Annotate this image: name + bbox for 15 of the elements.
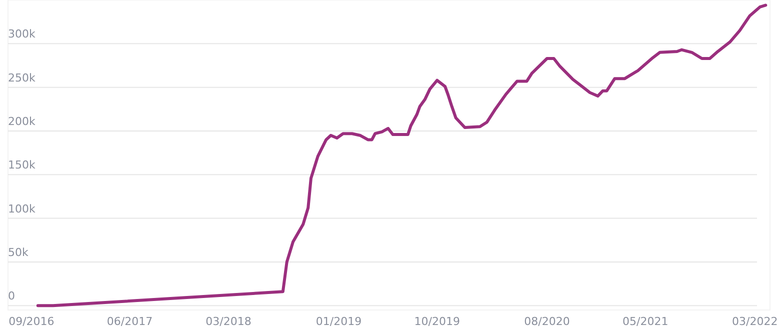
y-tick-label: 50k (8, 246, 29, 259)
x-tick-label: 05/2021 (622, 315, 668, 328)
x-tick-label: 01/2019 (316, 315, 362, 328)
x-tick-label: 03/2022 (732, 315, 778, 328)
x-tick-label: 09/2016 (8, 315, 54, 328)
x-tick-label: 10/2019 (414, 315, 460, 328)
y-tick-label: 0 (8, 290, 15, 303)
y-tick-label: 250k (8, 71, 36, 84)
x-tick-label: 06/2017 (106, 315, 153, 328)
x-tick-label: 08/2020 (524, 315, 570, 328)
y-tick-label: 100k (8, 202, 36, 216)
x-tick-label: 03/2018 (206, 315, 252, 328)
y-tick-label: 300k (8, 28, 36, 41)
y-tick-label: 200k (8, 114, 36, 128)
y-tick-label: 150k (8, 158, 36, 172)
